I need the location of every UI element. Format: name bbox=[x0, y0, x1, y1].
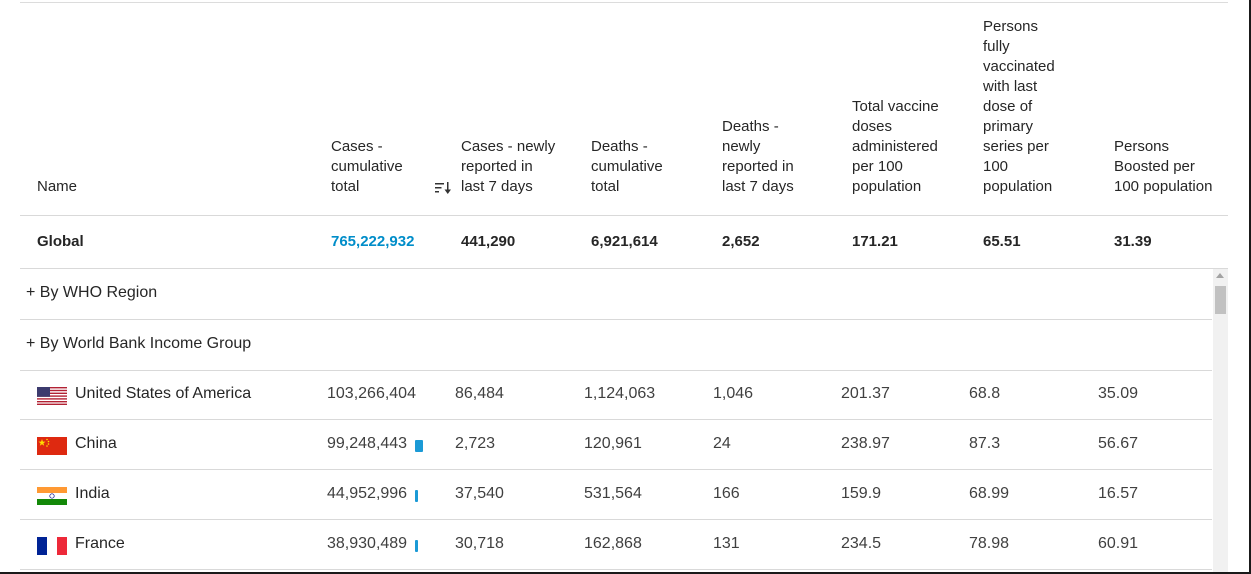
deaths-7d: 131 bbox=[713, 535, 740, 552]
cases-7d: 30,718 bbox=[455, 535, 504, 552]
deaths-cumulative: 1,124,063 bbox=[584, 385, 656, 402]
top-divider bbox=[20, 2, 1228, 3]
global-deaths-7d: 2,652 bbox=[722, 233, 760, 250]
global-name: Global bbox=[37, 233, 84, 250]
vaccine-doses: 201.37 bbox=[841, 385, 890, 402]
france-flag-icon bbox=[37, 537, 67, 555]
header-fully-vaccinated[interactable]: Persons fully vaccinated with last dose … bbox=[983, 18, 1055, 195]
us-flag-icon bbox=[37, 387, 67, 405]
deaths-7d: 1,046 bbox=[713, 385, 754, 402]
header-boosted[interactable]: Persons Boosted per 100 population bbox=[1114, 138, 1213, 195]
cases-bar bbox=[415, 540, 418, 552]
cases-cumulative: 103,266,404 bbox=[327, 385, 416, 402]
cases-cumulative: 44,952,996 bbox=[327, 485, 408, 502]
deaths-cumulative: 531,564 bbox=[584, 485, 642, 502]
header-cases-7d[interactable]: Cases - newly reported in last 7 days bbox=[461, 138, 556, 195]
sort-descending-icon[interactable] bbox=[434, 181, 452, 195]
cases-7d: 37,540 bbox=[455, 485, 504, 502]
table-body: + By WHO Region + By World Bank Income G… bbox=[20, 269, 1212, 572]
header-deaths-7d[interactable]: Deaths - newly reported in last 7 days bbox=[722, 118, 794, 195]
cases-7d: 2,723 bbox=[455, 435, 496, 452]
global-cases-7d: 441,290 bbox=[461, 233, 516, 250]
deaths-7d: 24 bbox=[713, 435, 731, 452]
global-vaccine-doses: 171.21 bbox=[852, 233, 898, 250]
vaccine-doses: 159.9 bbox=[841, 485, 882, 502]
table-header: Name Cases - cumulative total Cases - ne… bbox=[20, 0, 1228, 216]
cases-bar bbox=[415, 490, 418, 502]
bottom-divider bbox=[20, 569, 1212, 570]
deaths-7d: 166 bbox=[713, 485, 740, 502]
cases-cumulative: 38,930,489 bbox=[327, 535, 408, 552]
vaccine-doses: 234.5 bbox=[841, 535, 882, 552]
scroll-up-arrow-icon[interactable] bbox=[1216, 273, 1224, 278]
deaths-cumulative: 162,868 bbox=[584, 535, 642, 552]
scrollbar-thumb[interactable] bbox=[1215, 286, 1226, 314]
china-flag-icon bbox=[37, 437, 67, 455]
cases-bar bbox=[415, 440, 423, 452]
table-row-france[interactable]: France 38,930,489 30,718 162,868 131 234… bbox=[20, 520, 1212, 570]
country-name[interactable]: United States of America bbox=[75, 385, 252, 402]
global-deaths-cumulative: 6,921,614 bbox=[591, 233, 658, 250]
table-row-india[interactable]: India 44,952,996 37,540 531,564 166 159.… bbox=[20, 470, 1212, 520]
fully-vaccinated: 87.3 bbox=[969, 435, 1001, 452]
global-row: Global 765,222,932 441,290 6,921,614 2,6… bbox=[20, 216, 1228, 269]
cases-cumulative: 99,248,443 bbox=[327, 435, 408, 452]
table-row-usa[interactable]: United States of America 103,266,404 86,… bbox=[20, 370, 1212, 420]
group-row-income-group[interactable]: + By World Bank Income Group bbox=[20, 320, 1212, 371]
fully-vaccinated: 68.99 bbox=[969, 485, 1010, 502]
header-deaths-cumulative[interactable]: Deaths - cumulative total bbox=[591, 138, 663, 195]
boosted: 60.91 bbox=[1098, 535, 1139, 552]
deaths-cumulative: 120,961 bbox=[584, 435, 642, 452]
global-cases-cumulative: 765,222,932 bbox=[331, 233, 415, 250]
global-fully-vaccinated: 65.51 bbox=[983, 233, 1021, 250]
table-row-china[interactable]: China 99,248,443 2,723 120,961 24 238.97… bbox=[20, 420, 1212, 470]
country-name[interactable]: China bbox=[75, 435, 117, 452]
cases-7d: 86,484 bbox=[455, 385, 504, 402]
fully-vaccinated: 68.8 bbox=[969, 385, 1001, 402]
group-label: + By WHO Region bbox=[26, 284, 158, 301]
header-cases-cumulative[interactable]: Cases - cumulative total bbox=[331, 138, 403, 195]
boosted: 35.09 bbox=[1098, 385, 1139, 402]
header-name[interactable]: Name bbox=[37, 178, 78, 195]
india-flag-icon bbox=[37, 487, 67, 505]
vaccine-doses: 238.97 bbox=[841, 435, 890, 452]
country-name[interactable]: India bbox=[75, 485, 110, 502]
header-vaccine-doses[interactable]: Total vaccine doses administered per 100… bbox=[852, 98, 939, 195]
group-label: + By World Bank Income Group bbox=[26, 335, 252, 352]
country-name[interactable]: France bbox=[75, 535, 125, 552]
group-row-who-region[interactable]: + By WHO Region bbox=[20, 269, 1212, 320]
boosted: 56.67 bbox=[1098, 435, 1139, 452]
fully-vaccinated: 78.98 bbox=[969, 535, 1010, 552]
boosted: 16.57 bbox=[1098, 485, 1139, 502]
vertical-scrollbar[interactable] bbox=[1213, 269, 1228, 572]
global-boosted: 31.39 bbox=[1114, 233, 1152, 250]
